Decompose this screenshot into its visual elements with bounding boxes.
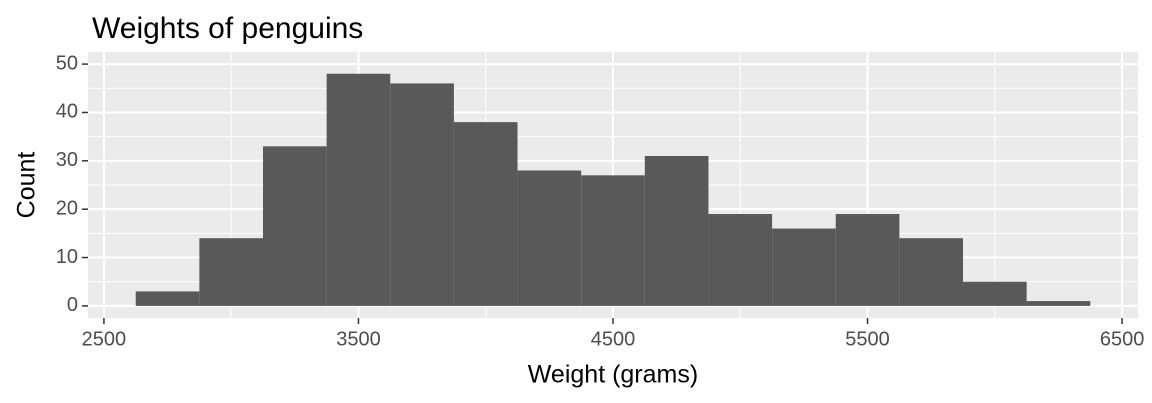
- bar: [517, 170, 582, 306]
- chart-title: Weights of penguins: [92, 12, 363, 45]
- x-tick-label: 4500: [591, 328, 636, 350]
- bar: [135, 291, 200, 306]
- x-tick-label: 2500: [82, 328, 127, 350]
- bar: [581, 175, 645, 306]
- y-tick-label: 30: [56, 149, 78, 171]
- bar: [326, 73, 391, 306]
- bar: [453, 122, 518, 306]
- x-tick-label: 5500: [845, 328, 890, 350]
- bar: [963, 281, 1027, 306]
- bar: [390, 83, 454, 306]
- y-tick-label: 0: [67, 294, 78, 316]
- bar: [263, 146, 327, 306]
- bar: [835, 214, 900, 306]
- bar: [199, 238, 263, 306]
- y-axis-label: Count: [13, 152, 41, 219]
- x-tick-label: 3500: [336, 328, 381, 350]
- y-tick-label: 50: [56, 52, 78, 74]
- y-tick-label: 10: [56, 246, 78, 268]
- x-axis-label: Weight (grams): [528, 361, 698, 389]
- bar: [644, 155, 709, 306]
- bar: [772, 228, 836, 306]
- y-tick-label: 20: [56, 197, 78, 219]
- bar: [899, 238, 963, 306]
- x-tick-label: 6500: [1100, 328, 1145, 350]
- bar: [708, 214, 773, 306]
- bar: [1026, 301, 1091, 306]
- y-tick-label: 40: [56, 101, 78, 123]
